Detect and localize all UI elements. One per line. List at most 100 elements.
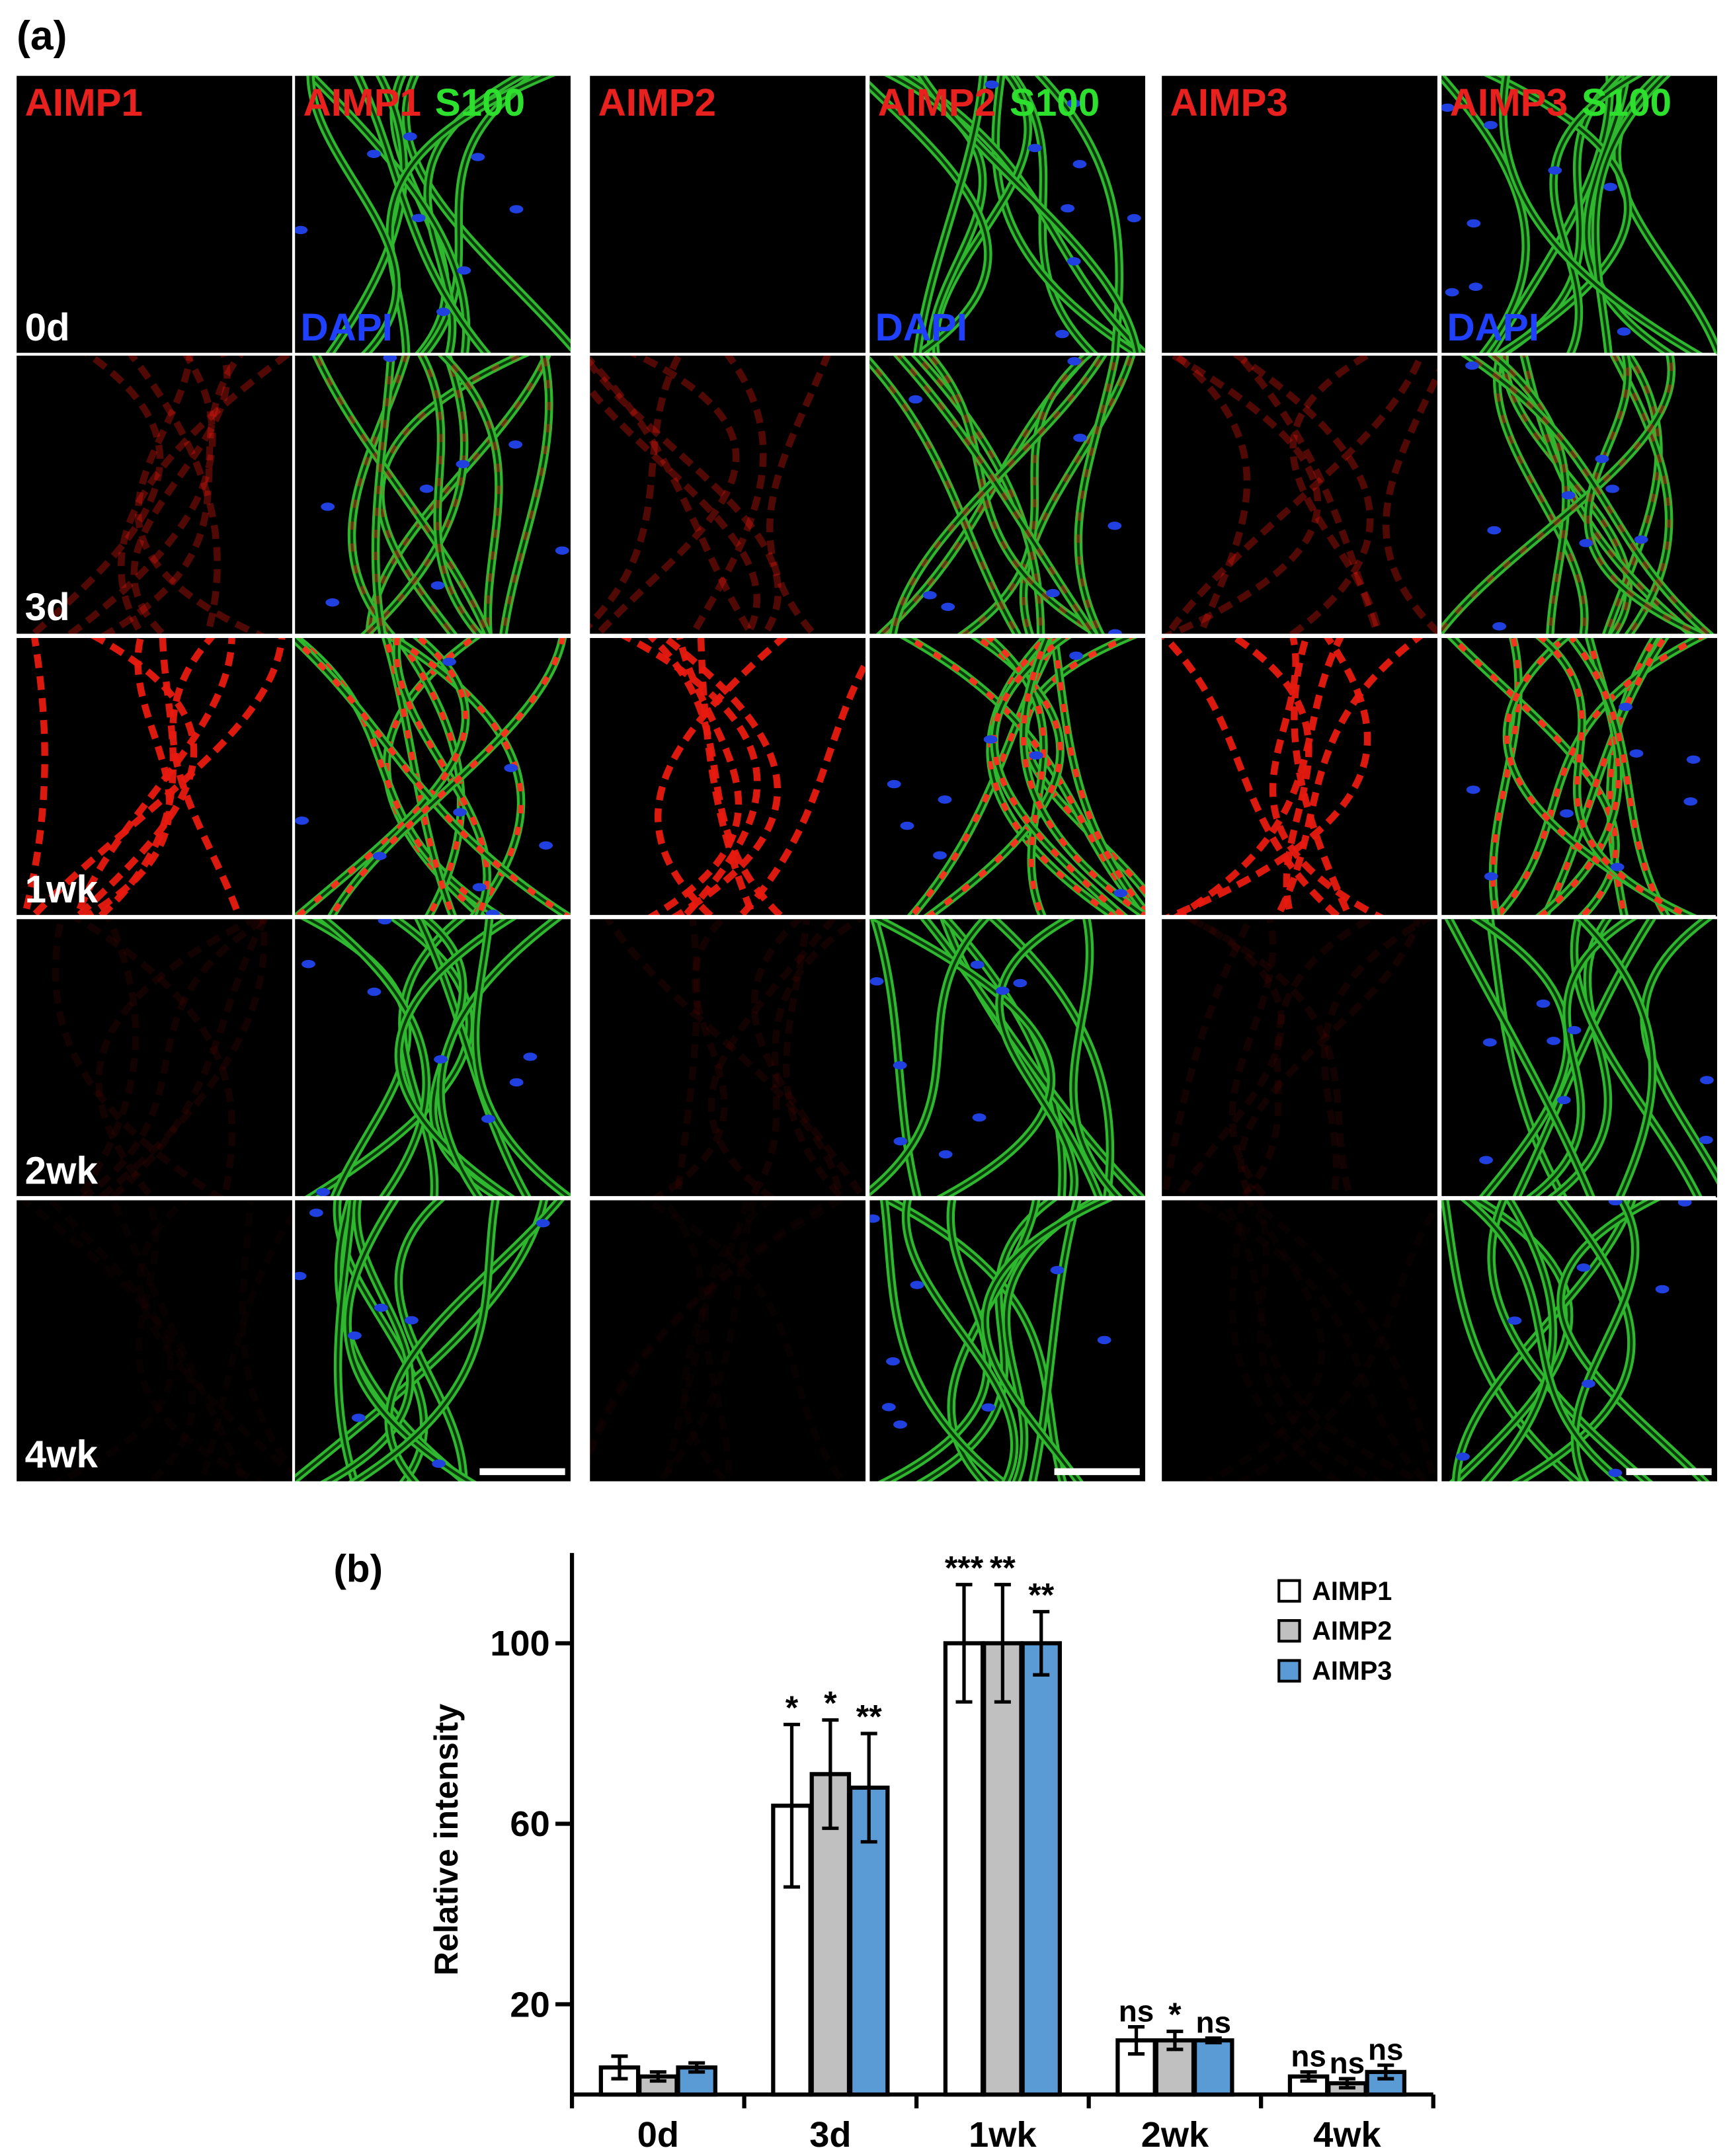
nucleus (383, 355, 397, 362)
nucleus (981, 1403, 996, 1412)
micrograph (1162, 75, 1437, 354)
fibre-red (659, 638, 781, 917)
fibre-red (1075, 355, 1119, 634)
nucleus (938, 795, 952, 804)
micrograph (1441, 919, 1718, 1198)
nucleus (1097, 1336, 1111, 1345)
error-bar (1300, 2070, 1317, 2083)
nucleus (1610, 863, 1625, 871)
fibre-core (1474, 919, 1570, 1198)
nucleus (893, 1420, 907, 1429)
merge-label: AIMP3 S100 (1450, 81, 1671, 124)
fibre-red (75, 919, 140, 1198)
fibre-core (1022, 638, 1146, 917)
nucleus (1608, 1468, 1623, 1477)
fibre-red (869, 358, 1020, 634)
micrograph (1162, 919, 1437, 1198)
fibre-red (1537, 638, 1697, 917)
bar (943, 1641, 985, 2097)
error-bar (783, 1722, 800, 1889)
micrograph (590, 638, 866, 917)
nucleus (1067, 357, 1082, 366)
fibre-core (1585, 75, 1673, 354)
y-tick-label: 100 (490, 1624, 549, 1663)
micrograph (869, 75, 1146, 354)
fibre-core (1443, 1200, 1578, 1482)
micrograph (17, 638, 292, 917)
time-label: 0d (25, 306, 70, 349)
nucleus (1603, 182, 1617, 191)
micrograph (590, 919, 866, 1198)
fibre-core (1076, 355, 1117, 634)
fibre-red (1502, 355, 1631, 634)
fibre-red (1228, 919, 1277, 1198)
error-bar (611, 2054, 628, 2081)
nucleus (1067, 257, 1081, 266)
bar (1020, 1641, 1063, 2097)
nucleus (1492, 622, 1507, 631)
fibre-red (127, 355, 221, 634)
error-bar (822, 1718, 839, 1830)
fibre-red (1521, 355, 1697, 634)
micrograph-background (1162, 75, 1437, 354)
nucleus (536, 1218, 550, 1228)
micrograph (1441, 638, 1718, 917)
fibre-red (1174, 919, 1285, 1198)
fibre-red (593, 355, 740, 634)
channel-label: AIMP1 (25, 81, 143, 124)
fibre-red (1490, 638, 1521, 917)
x-tick-label: 3d (809, 2115, 851, 2155)
fibre-core (1022, 355, 1133, 634)
nucleus (1683, 797, 1698, 806)
nucleus (1465, 361, 1479, 370)
significance-label: ** (1028, 1576, 1054, 1613)
significance-label: *** (945, 1549, 984, 1586)
fibre-core (875, 919, 1053, 1198)
fibre-core (1593, 75, 1668, 354)
fibre-red (895, 355, 1098, 634)
fibre-core (364, 355, 466, 634)
legend-label: AIMP2 (1312, 1617, 1392, 1646)
nucleus (881, 1402, 896, 1412)
nucleus (1050, 1265, 1065, 1275)
fibre-core (1573, 919, 1700, 1198)
fibre-core (905, 1200, 1016, 1482)
nucleus (367, 149, 381, 159)
nucleus (509, 205, 524, 214)
dapi-label: DAPI (300, 306, 392, 349)
fibre-red (903, 638, 1146, 917)
error-bar (688, 2061, 705, 2074)
micrograph (869, 919, 1146, 1198)
legend-swatch (1277, 1659, 1301, 1683)
fibre-core (891, 355, 1104, 634)
fibre-core (920, 75, 1139, 354)
micrograph (295, 1200, 571, 1482)
micrograph (1162, 1200, 1437, 1482)
nucleus (457, 266, 471, 275)
fibre-red (1162, 638, 1371, 917)
fibre-core (1605, 355, 1660, 634)
fibre-core (404, 75, 571, 348)
fibre-red (313, 355, 491, 634)
nucleus (456, 459, 470, 469)
nucleus (1456, 1453, 1470, 1461)
nucleus (1634, 535, 1648, 544)
micrograph-background (17, 1200, 292, 1482)
fibre-core (391, 638, 523, 917)
significance-label: ns (1119, 1993, 1154, 2028)
nucleus (453, 808, 467, 817)
micrograph-background (1162, 919, 1437, 1198)
fibre-red (501, 355, 552, 634)
fibre-core (869, 919, 987, 1193)
nucleus (1445, 288, 1459, 297)
fibre-core (1559, 1200, 1706, 1482)
fibre-red (590, 357, 782, 634)
micrograph (869, 638, 1146, 917)
fibre-red (1291, 638, 1353, 917)
nucleus (1466, 785, 1480, 794)
fibre-core (502, 355, 551, 634)
legend-label: AIMP1 (1312, 1577, 1392, 1606)
micrograph (295, 75, 571, 354)
error-bar (1033, 1610, 1050, 1677)
